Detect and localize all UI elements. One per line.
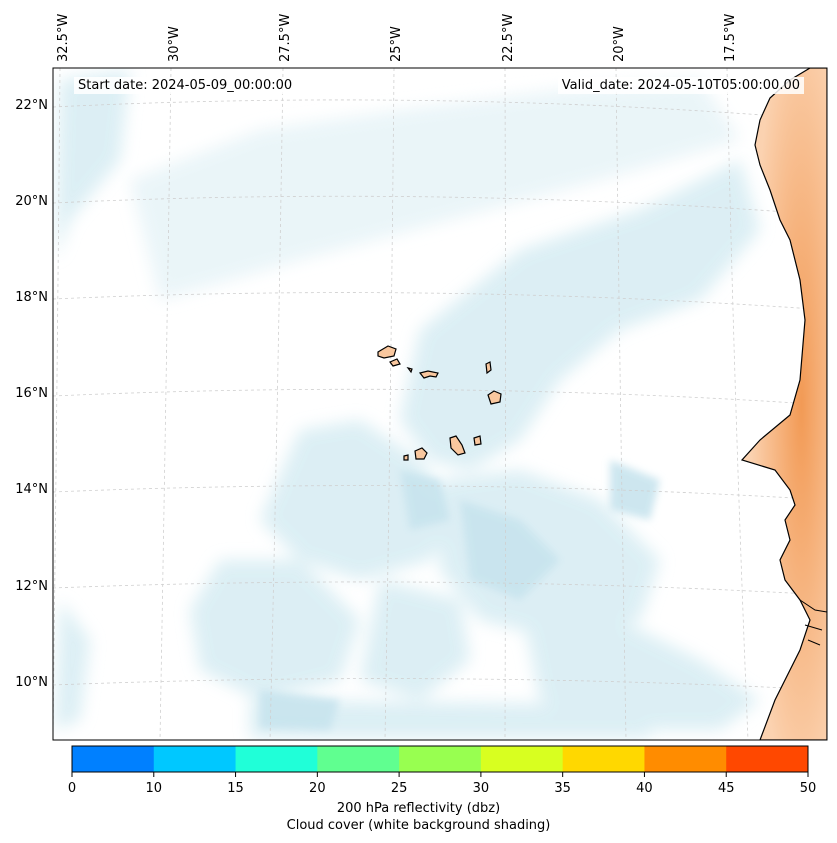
island-sao-vicente: [389, 358, 401, 367]
colorbar-tick-label-15: 15: [227, 781, 244, 796]
colorbar-tick-label-50: 50: [799, 781, 817, 796]
cape-verde-islands: [377, 345, 502, 461]
colorbar-tick-label-30: 30: [472, 781, 490, 796]
colorbar-tick-label-45: 45: [717, 781, 735, 796]
lat-label-14n: 14°N: [15, 482, 48, 497]
island-brava: [403, 454, 409, 461]
lat-label-10n: 10°N: [15, 675, 48, 690]
island-sao-nicolau: [418, 370, 439, 379]
lat-label-16n: 16°N: [15, 386, 48, 401]
map-frame: [52, 67, 828, 741]
island-santiago: [449, 435, 466, 456]
colorbar-tick-label-10: 10: [145, 781, 163, 796]
colorbar-tick-label-40: 40: [636, 781, 653, 796]
valid-date-label: Valid_date: 2024-05-10T05:00:00.00: [557, 77, 804, 94]
colorbar-title: 200 hPa reflectivity (dbz): [336, 801, 501, 816]
colorbar-tick-label-20: 20: [309, 781, 326, 796]
colorbar-tick-label-0: 0: [67, 781, 77, 796]
island-boa-vista: [487, 390, 502, 405]
lat-label-18n: 18°N: [15, 290, 48, 305]
island-sal: [485, 361, 492, 375]
lat-label-20n: 20°N: [15, 194, 48, 209]
african-coast: [740, 68, 827, 740]
island-fogo: [414, 447, 428, 460]
colorbar-tick-label-25: 25: [390, 781, 408, 796]
island-maio: [473, 435, 482, 446]
lat-label-22n: 22°N: [15, 98, 48, 113]
island-santa-luzia: [406, 367, 413, 374]
island-santo-antao: [377, 345, 397, 359]
cloud-shading: [53, 68, 827, 740]
lat-label-12n: 12°N: [15, 579, 48, 594]
colorbar-subtitle: Cloud cover (white background shading): [286, 818, 551, 833]
start-date-label: Start date: 2024-05-09_00:00:00: [74, 77, 297, 94]
gridlines: [53, 68, 827, 740]
colorbar-tick-label-35: 35: [554, 781, 571, 796]
